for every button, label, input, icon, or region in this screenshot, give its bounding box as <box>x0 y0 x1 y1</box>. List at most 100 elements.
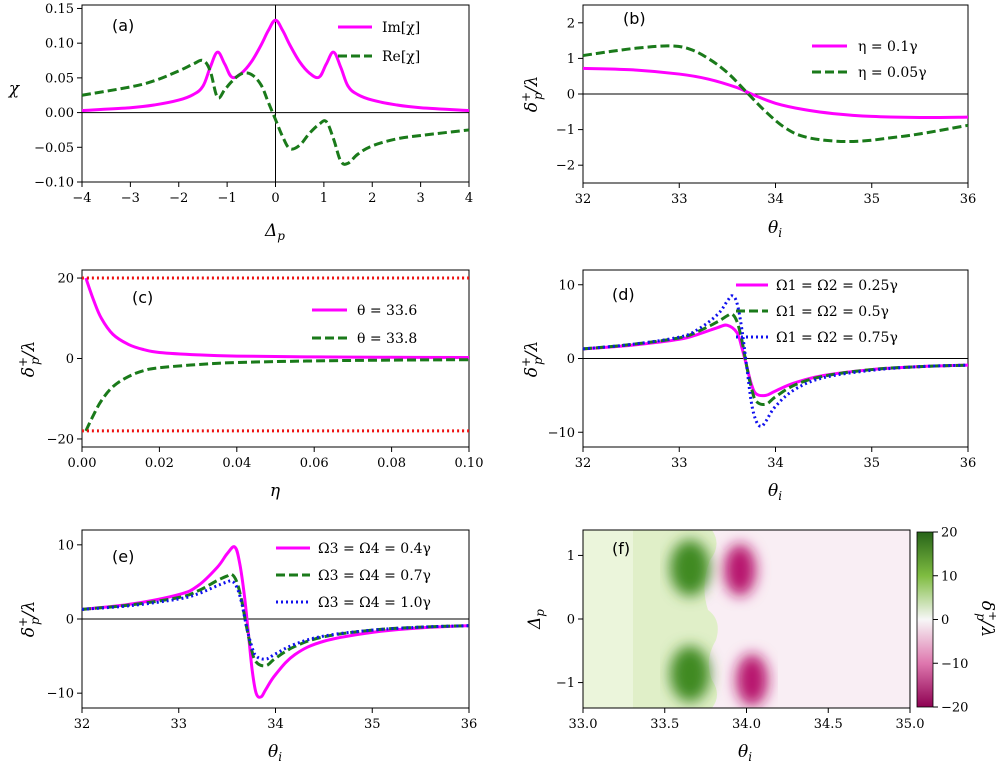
colorbar-gradient <box>916 531 934 708</box>
x-tick-label: 0.08 <box>377 456 406 471</box>
panel-f: 33.0 33.5 34.0 34.5 35.0−101 (f) θi Δp −20−1… <box>525 526 996 765</box>
panel-d: 32 33 34 35 36 −10 0 10 (d) θi δ+p/λ Ω1 = Ω2 = … <box>519 269 977 503</box>
x-axis-label: θi <box>738 742 752 764</box>
x-tick-label: 0 <box>271 191 279 206</box>
x-tick-label: 0.02 <box>145 456 174 471</box>
y-tick-label: 0 <box>567 88 575 103</box>
y-axis-label: δ+p/λ <box>16 601 42 638</box>
y-tick-label: 0.10 <box>45 37 74 52</box>
colorbar-tick-label: 20 <box>941 526 958 541</box>
y-tick-label: −10 <box>548 426 575 441</box>
colorbar-tick-label: −10 <box>941 657 968 672</box>
y-tick-label: 10 <box>57 538 74 553</box>
y-tick-label: 20 <box>57 272 74 287</box>
legend-entry: Ω3 = Ω4 = 0.7γ <box>318 568 431 584</box>
x-tick-label: 1 <box>320 191 328 206</box>
x-tick-label: 36 <box>960 456 977 471</box>
legend: η = 0.1γ η = 0.05γ <box>812 39 927 81</box>
x-axis-label: θi <box>268 742 282 764</box>
series-line-d-1 <box>582 312 969 407</box>
legend: Ω3 = Ω4 = 0.4γ Ω3 = Ω4 = 0.7γ Ω3 = Ω4 = … <box>276 541 431 611</box>
y-tick-label: −10 <box>47 687 74 702</box>
x-tick-label: 0.10 <box>455 456 484 471</box>
panel-b: 32 33 34 35 36 −2 −1 0 1 2 (b) θi δ+p/λ η = 0.1γ … <box>519 4 977 240</box>
legend-entry: Ω1 = Ω2 = 0.75γ <box>776 330 898 346</box>
x-tick-label: 0.00 <box>68 456 97 471</box>
x-tick-label: 35 <box>863 192 880 207</box>
series-line-e-1 <box>81 572 470 668</box>
legend-entry: η = 0.1γ <box>858 39 918 55</box>
heatmap-fade <box>583 530 633 708</box>
heatmap-max <box>670 540 710 596</box>
x-tick-label: 33 <box>671 192 688 207</box>
x-tick-label: 32 <box>575 456 592 471</box>
y-tick-label: −0.10 <box>34 176 74 191</box>
x-tick-label: 35 <box>863 456 880 471</box>
panel-a: −4 −3 −2 −1 0 1 2 3 4−0.10−0.050.000.050.100.15 … <box>8 2 473 243</box>
legend-entry: Ω3 = Ω4 = 0.4γ <box>318 541 431 557</box>
x-tick-label: 0.06 <box>300 456 329 471</box>
series-line-c-1 <box>84 358 470 432</box>
y-axis-label: Δp <box>525 609 547 630</box>
x-tick-label: −4 <box>72 191 91 206</box>
x-tick-label: 3 <box>416 191 424 206</box>
legend-entry: θ = 33.6 <box>357 303 417 319</box>
legend: Im[χ] Re[χ] <box>338 20 420 65</box>
x-tick-label: 33.5 <box>650 717 679 732</box>
heatmap-features <box>670 540 768 706</box>
heatmap-max <box>670 646 710 702</box>
colorbar-tick-label: 10 <box>941 569 958 584</box>
legend-entry: Ω1 = Ω2 = 0.5γ <box>776 304 889 320</box>
panel-label: (f) <box>612 539 630 558</box>
x-tick-label: 0.04 <box>222 456 251 471</box>
y-axis-label: δ+p/λ <box>519 341 545 378</box>
x-axis-label: η <box>270 481 281 501</box>
heatmap-min <box>724 544 756 596</box>
x-tick-label: 34 <box>767 192 784 207</box>
legend-entry: θ = 33.8 <box>357 331 417 347</box>
x-tick-label: 32 <box>74 717 91 732</box>
y-tick-label: −2 <box>556 159 575 174</box>
legend-entry: η = 0.05γ <box>858 65 927 81</box>
legend-entry: Ω1 = Ω2 = 0.25γ <box>776 278 898 294</box>
y-tick-label: −0.05 <box>34 141 74 156</box>
legend-re: Re[χ] <box>382 49 420 65</box>
panel-e: 32 33 34 35 36 −10 0 10 (e) θi δ+p/λ Ω3 = Ω4 = … <box>16 529 478 764</box>
x-tick-label: 33 <box>170 717 187 732</box>
series-line-a-0 <box>81 18 470 113</box>
y-axis-label: δ+p/λ <box>16 341 42 378</box>
series-line-d-2 <box>582 294 969 428</box>
y-tick-label: 1 <box>567 52 575 67</box>
y-tick-label: −1 <box>556 123 575 138</box>
heatmap-min <box>736 654 768 706</box>
x-tick-label: 2 <box>368 191 376 206</box>
x-tick-label: 34 <box>767 456 784 471</box>
series-line-b-0 <box>582 66 969 120</box>
x-tick-label: −2 <box>169 191 188 206</box>
y-axis-label: χ <box>8 79 21 99</box>
y-tick-label: −1 <box>556 676 575 691</box>
y-tick-label: 0 <box>567 352 575 367</box>
y-tick-label: 10 <box>558 278 575 293</box>
series-line-b-1 <box>582 44 969 143</box>
colorbar: −20 −10 0 10 20 δ+p/λ <box>916 526 996 716</box>
series-line-e-2 <box>81 579 470 661</box>
x-tick-label: 36 <box>960 192 977 207</box>
x-tick-label: 34.5 <box>814 717 843 732</box>
y-tick-label: 0 <box>66 352 74 367</box>
x-tick-label: 34 <box>267 717 284 732</box>
panel-label: (d) <box>612 285 635 304</box>
panel-label: (a) <box>112 16 134 35</box>
x-tick-label: 36 <box>461 717 478 732</box>
y-tick-label: 2 <box>567 16 575 31</box>
y-tick-label: 0.15 <box>45 2 74 17</box>
heatmap <box>583 530 910 708</box>
series-line-a-1 <box>81 58 470 166</box>
legend: θ = 33.6 θ = 33.8 <box>312 303 417 347</box>
y-tick-label: 0 <box>567 613 575 628</box>
x-axis-label: θi <box>768 481 782 503</box>
y-tick-label: 0.05 <box>45 71 74 86</box>
series-line-c-0 <box>84 277 470 359</box>
panel-label: (c) <box>132 288 153 307</box>
